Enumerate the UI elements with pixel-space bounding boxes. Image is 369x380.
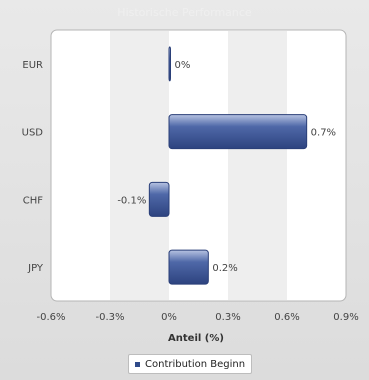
x-axis-title: Anteil (%) bbox=[168, 333, 224, 344]
category-label: USD bbox=[22, 128, 44, 139]
x-tick-label: -0.3% bbox=[95, 312, 124, 323]
legend-label: Contribution Beginn bbox=[145, 358, 246, 370]
x-tick-label: 0% bbox=[161, 312, 177, 323]
data-label: 0.7% bbox=[311, 128, 336, 139]
chart-title: Historische Performance bbox=[117, 6, 252, 19]
legend: Contribution Beginn bbox=[128, 354, 253, 374]
category-label: JPY bbox=[27, 263, 44, 274]
data-label: 0.2% bbox=[212, 263, 237, 274]
category-label: CHF bbox=[23, 195, 44, 206]
category-label: EUR bbox=[22, 60, 43, 71]
x-tick-label: 0.6% bbox=[274, 312, 299, 323]
data-label: -0.1% bbox=[117, 195, 146, 206]
x-tick-label: -0.6% bbox=[36, 312, 65, 323]
grid-band bbox=[110, 31, 169, 300]
grid-band bbox=[228, 31, 287, 300]
bar-jpy bbox=[168, 249, 209, 285]
x-tick-label: 0.3% bbox=[215, 312, 240, 323]
x-tick-label: 0.9% bbox=[333, 312, 358, 323]
bar-eur bbox=[168, 46, 171, 82]
data-label: 0% bbox=[175, 60, 191, 71]
bar-usd bbox=[168, 114, 308, 150]
bar-chf bbox=[148, 181, 170, 217]
legend-swatch bbox=[135, 361, 140, 367]
